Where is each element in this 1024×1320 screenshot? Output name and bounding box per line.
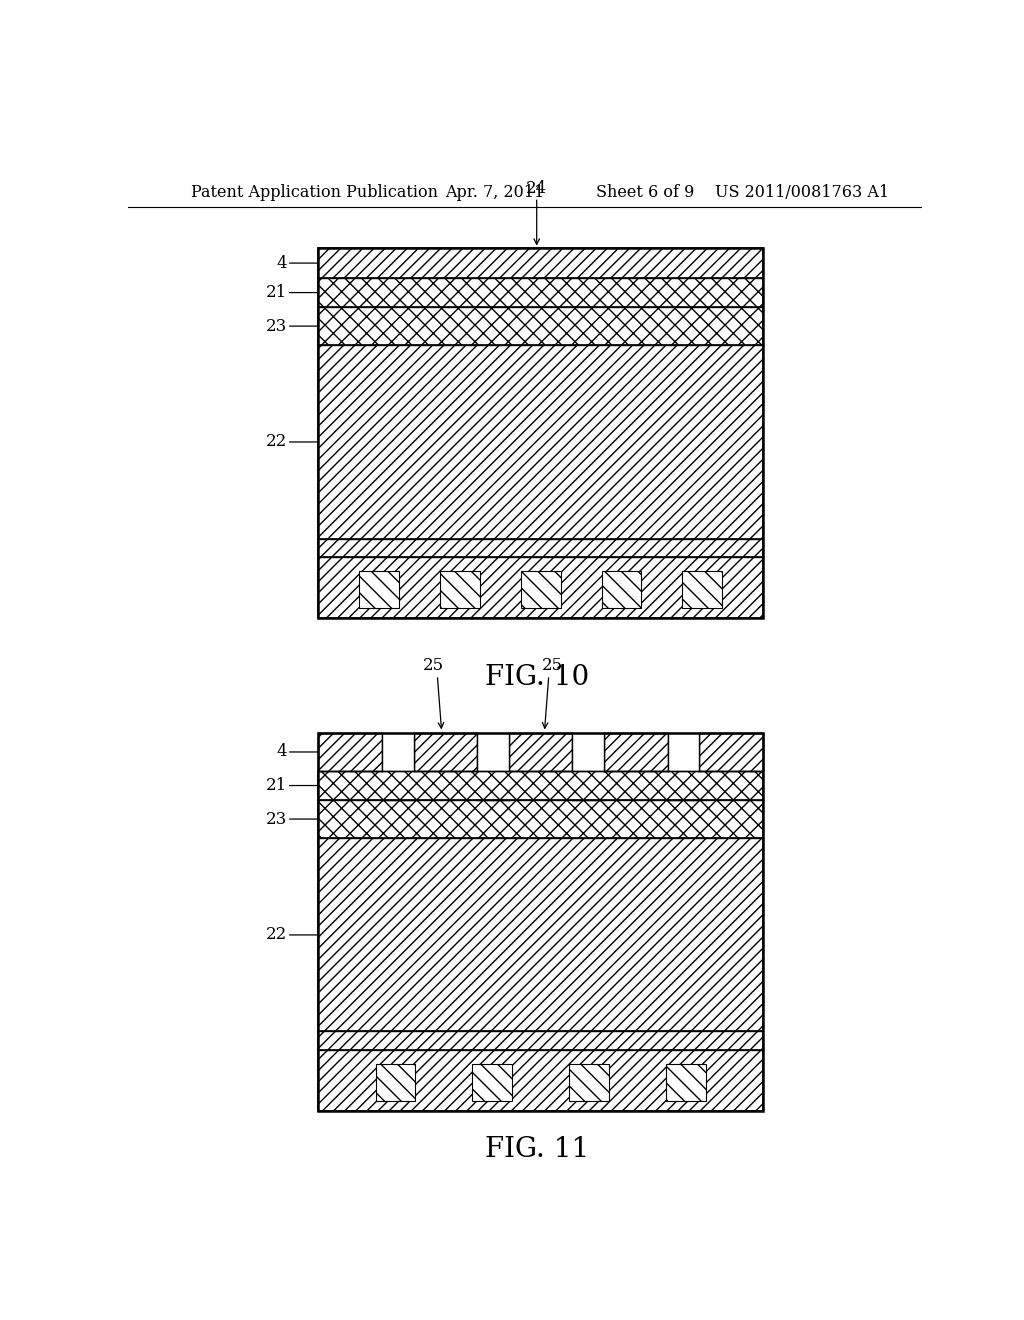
Bar: [318, 1031, 763, 1049]
Bar: [572, 733, 604, 771]
Text: 25: 25: [542, 657, 563, 673]
Bar: [318, 771, 763, 800]
Text: 21: 21: [265, 284, 318, 301]
Bar: [477, 733, 509, 771]
Bar: [382, 733, 414, 771]
Bar: [682, 572, 722, 607]
Bar: [601, 572, 641, 607]
Text: 24: 24: [526, 180, 548, 197]
Text: FIG. 11: FIG. 11: [484, 1137, 589, 1163]
Text: 4: 4: [276, 255, 318, 272]
Bar: [668, 733, 699, 771]
Bar: [699, 733, 763, 771]
Bar: [569, 1064, 609, 1101]
Bar: [318, 733, 763, 1110]
Bar: [414, 733, 477, 771]
Bar: [477, 733, 509, 771]
Text: FIG. 10: FIG. 10: [484, 664, 589, 690]
Bar: [318, 733, 382, 771]
Text: 4: 4: [276, 743, 318, 760]
Bar: [382, 733, 414, 771]
Bar: [318, 279, 763, 306]
Bar: [604, 733, 668, 771]
Bar: [472, 1064, 512, 1101]
Bar: [572, 733, 604, 771]
Bar: [318, 306, 763, 346]
Text: Apr. 7, 2011: Apr. 7, 2011: [445, 185, 545, 202]
Bar: [318, 557, 763, 618]
Bar: [318, 1049, 763, 1110]
Text: 25: 25: [423, 657, 444, 673]
Bar: [318, 346, 763, 539]
Bar: [509, 733, 572, 771]
Bar: [668, 733, 699, 771]
Text: 21: 21: [265, 777, 318, 795]
Text: US 2011/0081763 A1: US 2011/0081763 A1: [715, 185, 890, 202]
Bar: [318, 800, 763, 838]
Text: Patent Application Publication: Patent Application Publication: [191, 185, 438, 202]
Text: 22: 22: [265, 433, 318, 450]
Text: 22: 22: [265, 927, 318, 944]
Bar: [666, 1064, 706, 1101]
Bar: [376, 1064, 416, 1101]
Bar: [521, 572, 560, 607]
Text: Sheet 6 of 9: Sheet 6 of 9: [596, 185, 694, 202]
Text: 23: 23: [265, 810, 318, 828]
Bar: [318, 248, 763, 279]
Bar: [359, 572, 399, 607]
Bar: [318, 539, 763, 557]
Bar: [318, 838, 763, 1031]
Bar: [318, 248, 763, 618]
Bar: [440, 572, 480, 607]
Text: 23: 23: [265, 318, 318, 334]
